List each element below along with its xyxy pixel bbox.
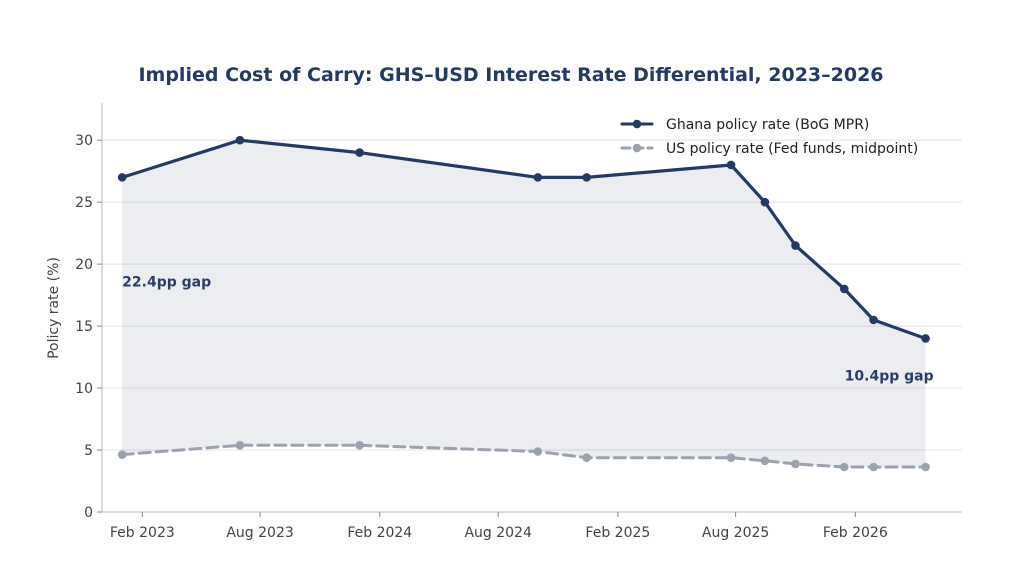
us-rate-line bbox=[120, 443, 928, 469]
x-tick-label: Feb 2024 bbox=[347, 525, 412, 541]
gap-annotation: 10.4pp gap bbox=[845, 369, 934, 385]
y-tick-label: 30 bbox=[75, 133, 93, 149]
us-rate-point bbox=[869, 462, 878, 472]
ghana-rate-point bbox=[235, 135, 245, 145]
gap-area bbox=[122, 140, 926, 467]
ghana-rate-point bbox=[117, 173, 127, 182]
us-rate-point bbox=[235, 441, 245, 450]
gap-fill bbox=[122, 140, 926, 467]
y-tick-label: 0 bbox=[84, 505, 93, 521]
y-tick-label: 20 bbox=[75, 257, 93, 273]
us-rate-point bbox=[791, 459, 800, 469]
us-legend-label: US policy rate (Fed funds, midpoint) bbox=[666, 141, 918, 157]
gap-annotation: 22.4pp gap bbox=[122, 274, 211, 290]
x-tick-label: Aug 2024 bbox=[464, 525, 532, 541]
us-rate-point bbox=[355, 441, 364, 450]
us-rate-point bbox=[117, 450, 127, 459]
ghana-rate-point bbox=[582, 173, 591, 182]
ghana-rate-point bbox=[355, 148, 364, 157]
x-tick-label: Feb 2023 bbox=[110, 525, 175, 541]
x-tick-label: Feb 2026 bbox=[823, 525, 888, 541]
ghana-rate-point bbox=[839, 284, 849, 294]
ghana-rate-point bbox=[726, 160, 736, 170]
axes bbox=[101, 103, 962, 513]
x-tick-label: Aug 2023 bbox=[226, 525, 293, 541]
us-rate-point bbox=[921, 462, 930, 472]
ghana-rate-point bbox=[760, 197, 770, 207]
us-rate-point bbox=[582, 453, 591, 463]
us-rate-point bbox=[760, 456, 770, 466]
y-tick-label: 15 bbox=[75, 319, 93, 335]
y-tick-label: 5 bbox=[84, 443, 93, 459]
annotations: 22.4pp gap 10.4pp gap bbox=[122, 274, 933, 384]
tick-labels: 0 5 10 15 20 25 30 Feb 2023 Aug 2023 Feb 2024 Aug … bbox=[75, 133, 888, 541]
ghana-rate-point bbox=[921, 334, 930, 343]
series-lines bbox=[117, 135, 930, 472]
y-tick-label: 25 bbox=[75, 195, 93, 211]
x-tick-label: Feb 2025 bbox=[585, 525, 650, 541]
ghana-legend-label: Ghana policy rate (BoG MPR) bbox=[666, 117, 869, 133]
x-tick-label: Aug 2025 bbox=[702, 525, 769, 541]
us-rate-point bbox=[839, 462, 849, 472]
y-axis-label: Policy rate (%) bbox=[46, 257, 62, 359]
y-tick-label: 10 bbox=[75, 381, 93, 397]
ghana-legend-marker bbox=[632, 119, 642, 129]
ghana-rate-point bbox=[533, 173, 543, 182]
ghana-rate-point bbox=[869, 315, 878, 325]
us-legend-marker bbox=[632, 143, 642, 153]
chart-title: Implied Cost of Carry: GHS–USD Interest … bbox=[138, 64, 883, 86]
legend: Ghana policy rate (BoG MPR) US policy rat… bbox=[620, 117, 918, 157]
us-rate-point bbox=[533, 447, 543, 456]
ghana-rate-point bbox=[791, 241, 800, 250]
us-rate-point bbox=[726, 453, 736, 463]
